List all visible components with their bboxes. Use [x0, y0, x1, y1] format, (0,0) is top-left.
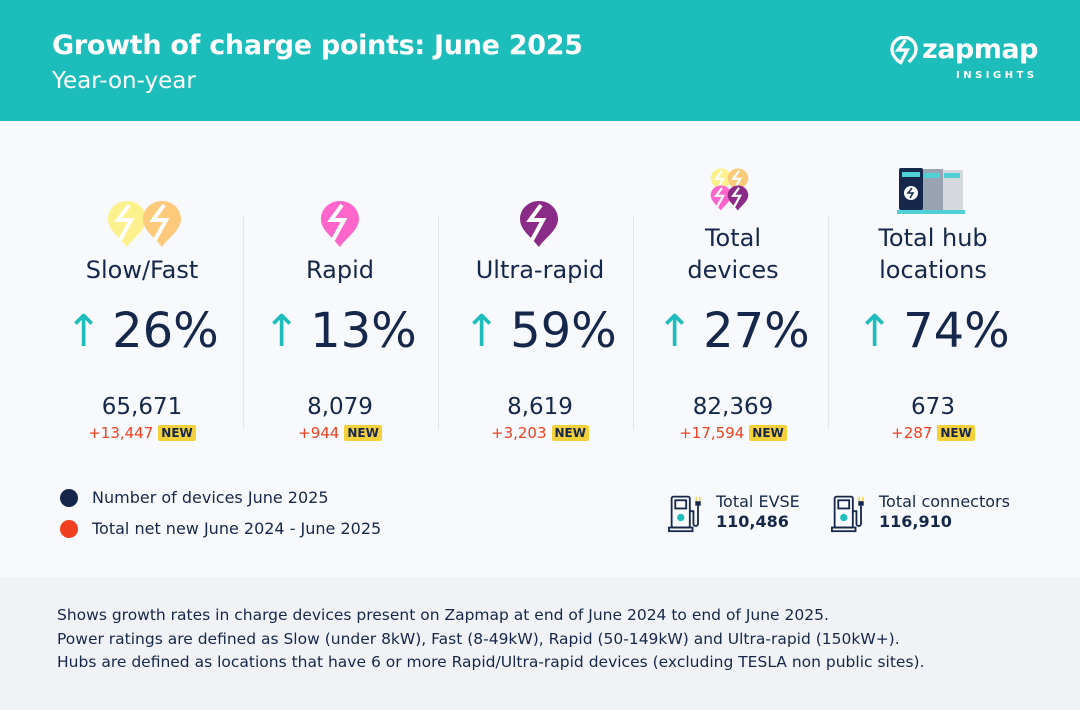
divider	[828, 215, 829, 430]
stat-rapid: Rapid ↑ 13% 8,079 +944 NEW	[242, 160, 438, 442]
total-evse: Total EVSE 110,486	[668, 492, 800, 534]
stat-percent: ↑ 13%	[263, 303, 417, 359]
stat-percent: ↑ 27%	[656, 303, 810, 359]
stat-count: 673	[911, 394, 955, 420]
stat-count: 82,369	[692, 394, 774, 420]
new-badge: NEW	[344, 425, 382, 441]
arrow-up-icon: ↑	[65, 305, 103, 357]
slow-fast-pins-icon	[44, 160, 240, 220]
page-subtitle: Year-on-year	[52, 68, 196, 94]
navy-dot-icon	[60, 488, 78, 507]
header: Growth of charge points: June 2025 Year-…	[0, 0, 1080, 121]
red-dot-icon	[60, 519, 78, 538]
charging-station-icon	[831, 492, 871, 534]
logo-tagline: INSIGHTS	[956, 70, 1038, 81]
divider	[243, 215, 244, 430]
stat-count: 8,619	[507, 394, 573, 420]
stat-count: 8,079	[307, 394, 373, 420]
footnote: Power ratings are defined as Slow (under…	[57, 629, 900, 648]
zapmap-logo: zapmap INSIGHTS	[890, 34, 1040, 86]
new-badge: NEW	[158, 425, 196, 441]
legend-item-devices: Number of devices June 2025	[60, 488, 329, 507]
stat-label: Slow/Fast	[85, 256, 199, 284]
stat-net-new: +3,203 NEW	[442, 424, 638, 442]
total-connectors: Total connectors 116,910	[831, 492, 1010, 534]
stat-total-hubs: Total hub locations ↑ 74% 673 +287 NEW	[835, 160, 1031, 442]
divider	[438, 215, 439, 430]
stat-percent: ↑ 74%	[856, 303, 1010, 359]
stat-total-devices: Total devices ↑ 27% 82,369 +17,594 NEW	[635, 160, 831, 442]
stat-slow-fast: Slow/Fast ↑ 26% 65,671 +13,447 NEW	[44, 160, 240, 442]
page-title: Growth of charge points: June 2025	[52, 30, 583, 61]
stat-net-new: +17,594 NEW	[635, 424, 831, 442]
stat-count: 65,671	[101, 394, 183, 420]
stat-net-new: +944 NEW	[242, 424, 438, 442]
stat-percent: ↑ 26%	[65, 303, 219, 359]
new-badge: NEW	[551, 425, 589, 441]
charging-station-icon	[668, 492, 708, 534]
ultra-rapid-pin-icon	[442, 160, 638, 220]
new-badge: NEW	[937, 425, 975, 441]
stat-net-new: +287 NEW	[835, 424, 1031, 442]
zapmap-logo-icon	[890, 36, 918, 65]
stat-net-new: +13,447 NEW	[44, 424, 240, 442]
arrow-up-icon: ↑	[656, 305, 694, 357]
logo-wordmark: zapmap	[922, 34, 1038, 65]
new-badge: NEW	[749, 425, 787, 441]
legend-item-net-new: Total net new June 2024 - June 2025	[60, 519, 381, 538]
stat-ultra-rapid: Ultra-rapid ↑ 59% 8,619 +3,203 NEW	[442, 160, 638, 442]
all-pins-icon	[635, 160, 831, 220]
arrow-up-icon: ↑	[463, 305, 501, 357]
footnote: Hubs are defined as locations that have …	[57, 653, 925, 671]
footnotes: Shows growth rates in charge devices pre…	[0, 577, 1080, 710]
stat-label: Total devices	[687, 224, 779, 284]
stat-label: Ultra-rapid	[475, 256, 605, 284]
arrow-up-icon: ↑	[856, 305, 894, 357]
divider	[633, 215, 634, 430]
stat-percent: ↑ 59%	[463, 303, 617, 359]
hub-chargers-icon	[835, 160, 1031, 220]
arrow-up-icon: ↑	[263, 305, 301, 357]
rapid-pin-icon	[242, 160, 438, 220]
footnote: Shows growth rates in charge devices pre…	[57, 606, 829, 624]
stat-label: Total hub locations	[878, 224, 988, 284]
stat-label: Rapid	[306, 256, 374, 284]
